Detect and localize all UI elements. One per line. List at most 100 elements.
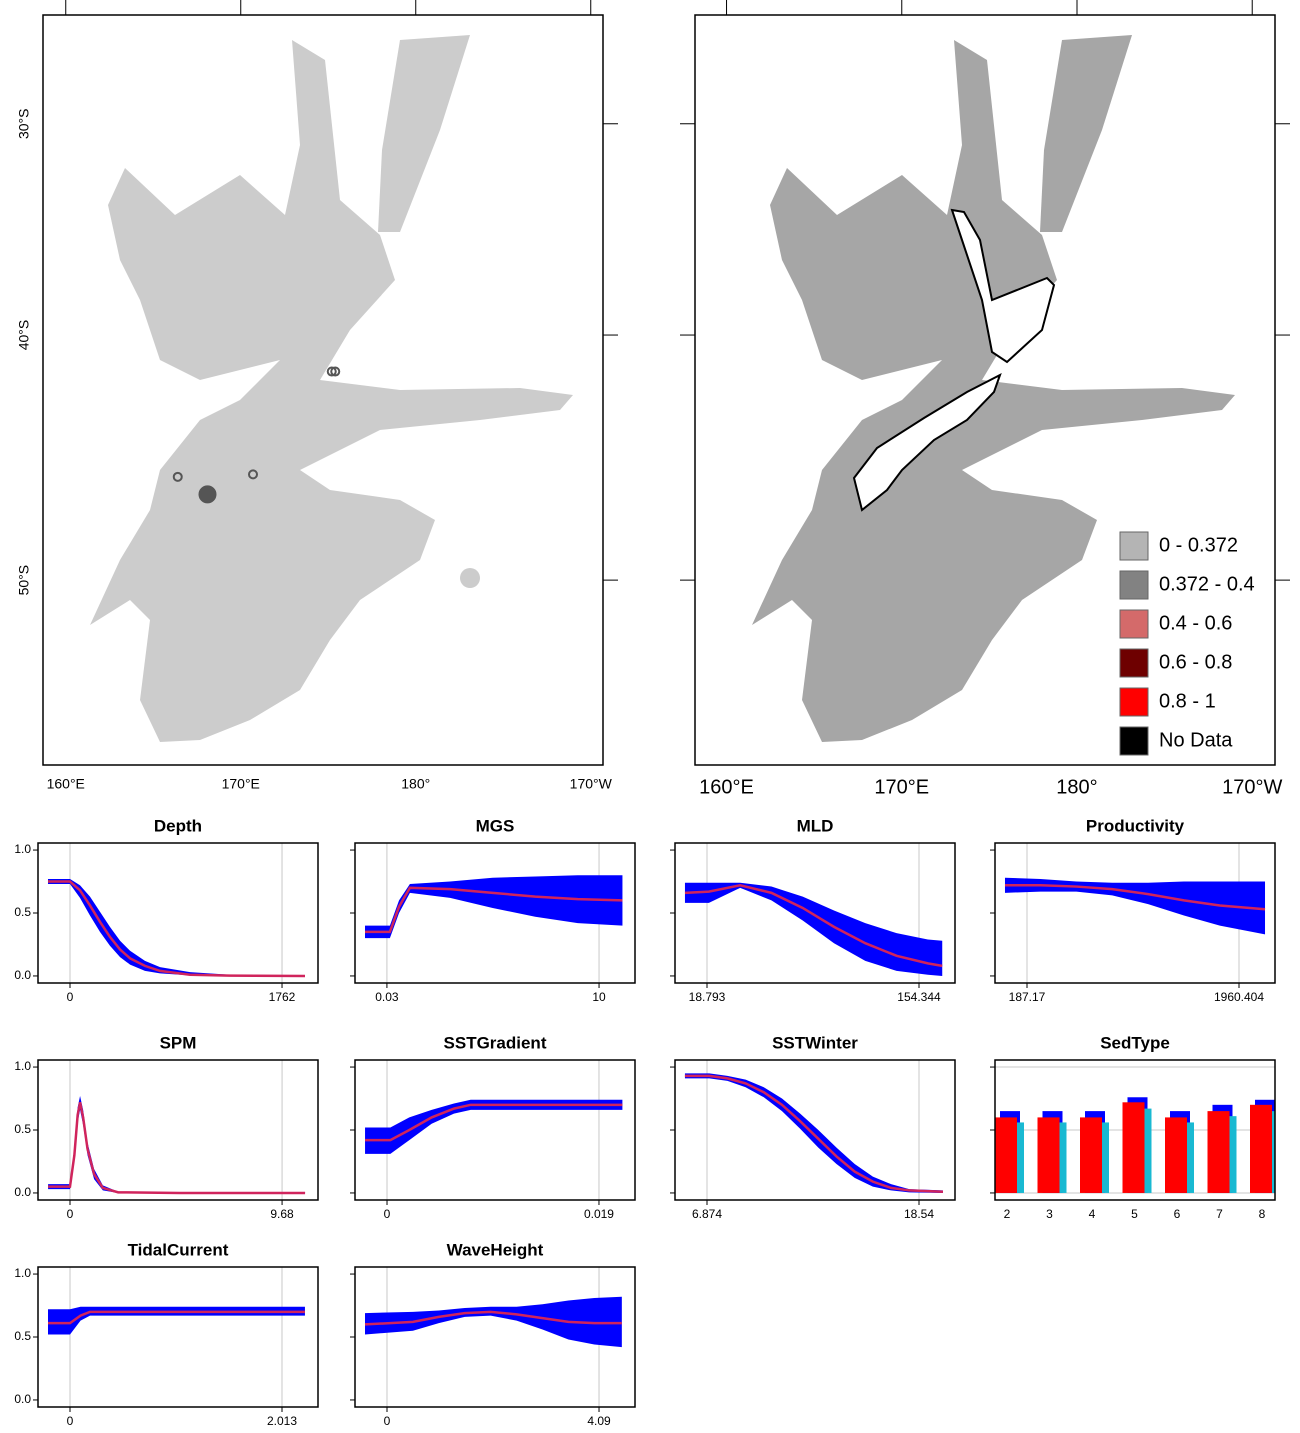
panel-title: MLD (797, 816, 834, 835)
bar (1080, 1117, 1102, 1193)
bar (1165, 1117, 1187, 1193)
panel-frame (37, 842, 319, 984)
x-tick-label: 160°E (699, 776, 754, 798)
site-point (172, 471, 183, 482)
y-tick-label: 30°S (16, 109, 32, 140)
map-land-2 (752, 35, 1235, 742)
panel-frame (354, 842, 636, 984)
confidence-band (365, 1099, 623, 1154)
map-land-1 (90, 35, 573, 742)
legend-swatch (1119, 687, 1149, 717)
confidence-band (365, 875, 623, 939)
panel-title: Depth (154, 816, 202, 835)
x-tick-label: 1960.404 (1214, 990, 1264, 1004)
x-tick-label: 9.68 (270, 1207, 294, 1221)
panel-title: SPM (160, 1033, 197, 1052)
y-tick-label: 0.0 (14, 1392, 31, 1406)
response-line (364, 1310, 622, 1326)
response-line (365, 1103, 623, 1142)
response-line (48, 1102, 306, 1195)
y-tick-label: 1.0 (14, 1266, 31, 1280)
y-tick-label: 0.5 (14, 905, 31, 919)
response-line (48, 1310, 305, 1325)
site-point (330, 366, 341, 377)
legend-swatch (1119, 609, 1149, 639)
panel-title: Productivity (1086, 816, 1185, 835)
response-line (684, 884, 943, 968)
response-line (365, 886, 623, 934)
y-tick-label: 0.5 (14, 1122, 31, 1136)
legend-label: 0.4 - 0.6 (1159, 612, 1232, 634)
y-tick-label: 1.0 (14, 1059, 31, 1073)
y-tick-label: 50°S (16, 565, 32, 596)
site-point (326, 366, 337, 377)
bar-group (995, 1066, 1275, 1194)
bar-lower (1017, 1122, 1024, 1193)
confidence-band (47, 879, 306, 976)
x-tick-label: 8 (1259, 1207, 1266, 1221)
x-tick-label: 18.54 (904, 1207, 934, 1221)
x-tick-label: 18.793 (689, 990, 726, 1004)
panel-frame (674, 842, 956, 984)
panel-title: MGS (476, 816, 515, 835)
x-tick-label: 0 (67, 990, 74, 1004)
x-tick-label: 154.344 (897, 990, 941, 1004)
x-tick-label: 3 (1046, 1207, 1053, 1221)
panel-title: TidalCurrent (128, 1240, 229, 1259)
x-tick-label: 0.03 (375, 990, 399, 1004)
map-frame (42, 14, 604, 766)
y-tick-label: 0.0 (14, 1185, 31, 1199)
legend-label: 0.8 - 1 (1159, 690, 1216, 712)
response-line (1004, 884, 1266, 911)
panel-frame (994, 1059, 1276, 1201)
panel-title: WaveHeight (447, 1240, 544, 1259)
legend-label: No Data (1159, 729, 1233, 751)
panel-title: SSTGradient (444, 1033, 547, 1052)
panel-frame (37, 1059, 319, 1201)
bar (1207, 1111, 1230, 1193)
x-tick-label: 0 (384, 1414, 391, 1428)
y-tick-label: 1.0 (14, 842, 31, 856)
panel-frame (37, 1266, 319, 1408)
legend-swatch (1119, 570, 1149, 600)
confidence-band (1004, 877, 1266, 935)
bar (995, 1117, 1017, 1193)
bar-lower (1229, 1116, 1237, 1193)
legend-swatch (1119, 648, 1149, 678)
y-tick-label: 0.0 (14, 968, 31, 982)
x-tick-label: 4.09 (587, 1414, 611, 1428)
confidence-band (48, 1306, 305, 1335)
bar (1037, 1117, 1060, 1193)
x-tick-label: 2.013 (267, 1414, 297, 1428)
x-tick-label: 170°E (222, 776, 260, 792)
bar (1122, 1102, 1145, 1193)
map-frame (694, 14, 1276, 766)
x-tick-label: 2 (1004, 1207, 1011, 1221)
bar-lower (1144, 1108, 1152, 1193)
site-point (248, 469, 258, 480)
legend-label: 0.6 - 0.8 (1159, 651, 1232, 673)
legend-label: 0.372 - 0.4 (1159, 573, 1255, 595)
response-line (684, 1074, 944, 1193)
x-tick-label: 170°W (1222, 776, 1282, 798)
bar-lower (1187, 1122, 1194, 1193)
x-tick-label: 160°E (47, 776, 85, 792)
x-tick-label: 180° (1056, 776, 1097, 798)
panel-title: SedType (1100, 1033, 1170, 1052)
response-line (47, 880, 306, 978)
x-tick-label: 6.874 (692, 1207, 722, 1221)
bar-lower (1059, 1122, 1067, 1193)
panel-title: SSTWinter (772, 1033, 858, 1052)
panel-frame (994, 842, 1276, 984)
x-tick-label: 187.17 (1009, 990, 1046, 1004)
bar (1250, 1104, 1272, 1193)
legend-label: 0 - 0.372 (1159, 534, 1238, 556)
confidence-band (365, 1296, 622, 1348)
x-tick-label: 5 (1131, 1207, 1138, 1221)
x-tick-label: 0 (67, 1207, 74, 1221)
x-tick-label: 7 (1216, 1207, 1223, 1221)
x-tick-label: 4 (1089, 1207, 1096, 1221)
confidence-band (684, 882, 943, 976)
